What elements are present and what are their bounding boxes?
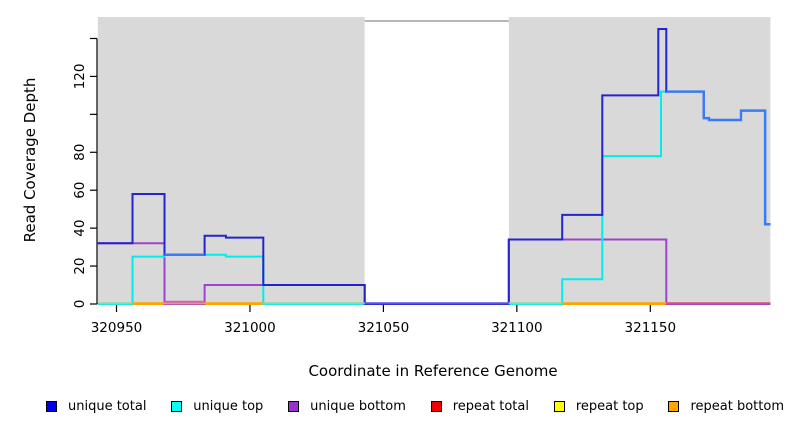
repeat-bottom-swatch-icon	[668, 400, 680, 412]
legend: unique total unique top unique bottom re…	[46, 396, 784, 416]
x-axis-title: Coordinate in Reference Genome	[308, 362, 558, 380]
legend-label: unique total	[68, 398, 147, 414]
x-tick-label: 321000	[224, 320, 276, 336]
unique-total-swatch-icon	[46, 400, 57, 412]
x-tick-label: 321150	[625, 320, 677, 336]
y-tick-label: 40	[72, 220, 88, 237]
legend-item-repeat-total: repeat total	[430, 398, 529, 414]
legend-label: unique bottom	[310, 398, 406, 414]
legend-item-unique-bottom: unique bottom	[288, 399, 406, 414]
legend-label: repeat top	[575, 398, 644, 414]
legend-label: repeat bottom	[690, 398, 784, 414]
legend-label: unique top	[193, 398, 264, 414]
coverage-track-background-left	[97, 17, 365, 304]
y-tick-label: 60	[72, 182, 88, 199]
y-axis-title: Read Coverage Depth	[21, 77, 39, 243]
x-tick-label: 321100	[491, 320, 543, 336]
legend-item-unique-top: unique top	[171, 399, 263, 414]
y-tick-label: 80	[72, 144, 88, 161]
gap-region	[364, 21, 509, 305]
legend-item-repeat-bottom: repeat bottom	[668, 399, 784, 414]
x-tick-label: 320950	[91, 320, 143, 336]
unique-top-swatch-icon	[171, 400, 183, 412]
repeat-top-swatch-icon	[553, 400, 565, 412]
y-tick-label: 20	[72, 257, 88, 274]
y-tick-label: 0	[72, 300, 88, 309]
coverage-track-background-right	[508, 17, 771, 304]
x-tick-label: 321050	[358, 320, 410, 336]
legend-label: repeat total	[452, 398, 529, 414]
repeat-total-swatch-icon	[430, 400, 442, 412]
y-tick-label: 120	[72, 64, 88, 90]
legend-item-unique-total: unique total	[46, 399, 146, 414]
total-top-overlap-line	[666, 90, 771, 226]
unique-bottom-swatch-icon	[288, 400, 300, 412]
legend-item-repeat-top: repeat top	[553, 398, 644, 414]
